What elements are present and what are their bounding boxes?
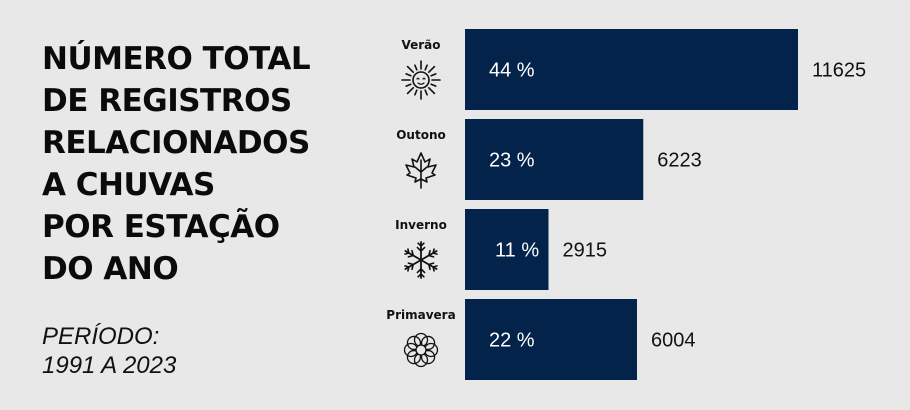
title-line: A CHUVAS <box>42 167 215 203</box>
period-note: PERÍODO: 1991 A 2023 <box>42 322 176 380</box>
value-label: 6223 <box>657 150 702 172</box>
maple-leaf-icon <box>405 152 437 189</box>
percent-label: 44 % <box>489 60 535 82</box>
snowflake-icon <box>404 241 438 279</box>
value-label: 2915 <box>563 240 608 262</box>
category-label: Primavera <box>386 308 455 322</box>
title-line: POR ESTAÇÃO <box>42 209 280 245</box>
percent-label: 11 % <box>495 240 539 262</box>
period-range: 1991 A 2023 <box>42 352 177 379</box>
percent-label: 22 % <box>489 330 535 352</box>
percent-label: 23 % <box>489 150 535 172</box>
title-line: RELACIONADOS <box>42 125 310 161</box>
category-label: Verão <box>401 38 440 52</box>
title-line: DO ANO <box>42 251 179 287</box>
flower-icon <box>403 332 439 368</box>
title-line: DE REGISTROS <box>42 83 292 119</box>
bar <box>465 119 644 200</box>
value-label: 6004 <box>651 330 696 352</box>
period-label: PERÍODO: <box>42 323 160 350</box>
chart-title: NÚMERO TOTAL DE REGISTROS RELACIONADOS A… <box>42 38 372 290</box>
bar <box>465 209 549 290</box>
bar <box>465 299 637 380</box>
bar <box>465 29 798 110</box>
title-line: NÚMERO TOTAL <box>42 41 311 77</box>
category-label: Inverno <box>395 218 447 232</box>
category-label: Outono <box>396 128 446 142</box>
value-label: 11625 <box>812 60 866 82</box>
sun-icon <box>401 60 441 100</box>
